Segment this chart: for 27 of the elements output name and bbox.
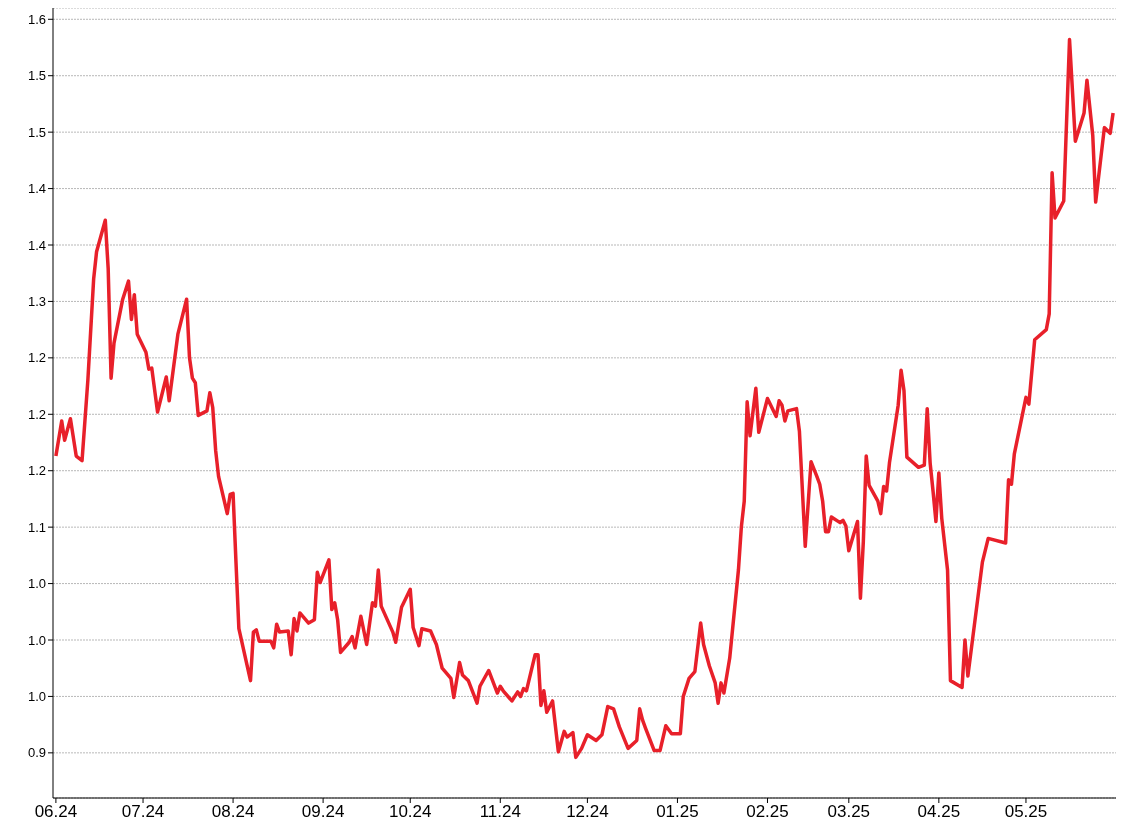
y-tick-label: 1.1: [27, 519, 46, 535]
y-tick-label: 1.5: [27, 124, 46, 140]
y-tick-label: 0.9: [27, 745, 46, 761]
y-tick-label: 1.0: [27, 576, 46, 592]
y-tick-label: 1.4: [27, 181, 46, 197]
y-tick-label: 1.2: [27, 463, 46, 479]
x-tick-label: 06.24: [34, 802, 78, 822]
x-tick-label: 04.25: [917, 802, 961, 822]
x-tick-label: 02.25: [746, 802, 789, 822]
x-tick-label: 09.24: [301, 802, 345, 822]
line-series: [54, 37, 1115, 760]
x-tick-label: 11.24: [479, 802, 521, 822]
y-tick-label: 1.5: [27, 68, 46, 84]
x-tick-label: 01.25: [656, 802, 699, 822]
x-tick-label: 12.24: [566, 802, 609, 822]
y-tick-label: 1.2: [27, 406, 46, 422]
x-tick-label: 10.24: [388, 802, 432, 822]
x-tick-label: 08.24: [211, 802, 255, 822]
y-tick-label: 1.2: [27, 350, 46, 366]
y-tick-label: 1.4: [27, 237, 46, 253]
x-tick-label: 05.25: [1004, 802, 1048, 822]
y-tick-label: 1.6: [27, 11, 46, 27]
y-tick-label: 1.0: [27, 632, 46, 648]
y-tick-label: 1.0: [27, 689, 46, 705]
y-tick-label: 1.3: [27, 294, 46, 310]
x-tick-label: 03.25: [827, 802, 871, 822]
x-tick-label: 07.24: [121, 802, 165, 822]
